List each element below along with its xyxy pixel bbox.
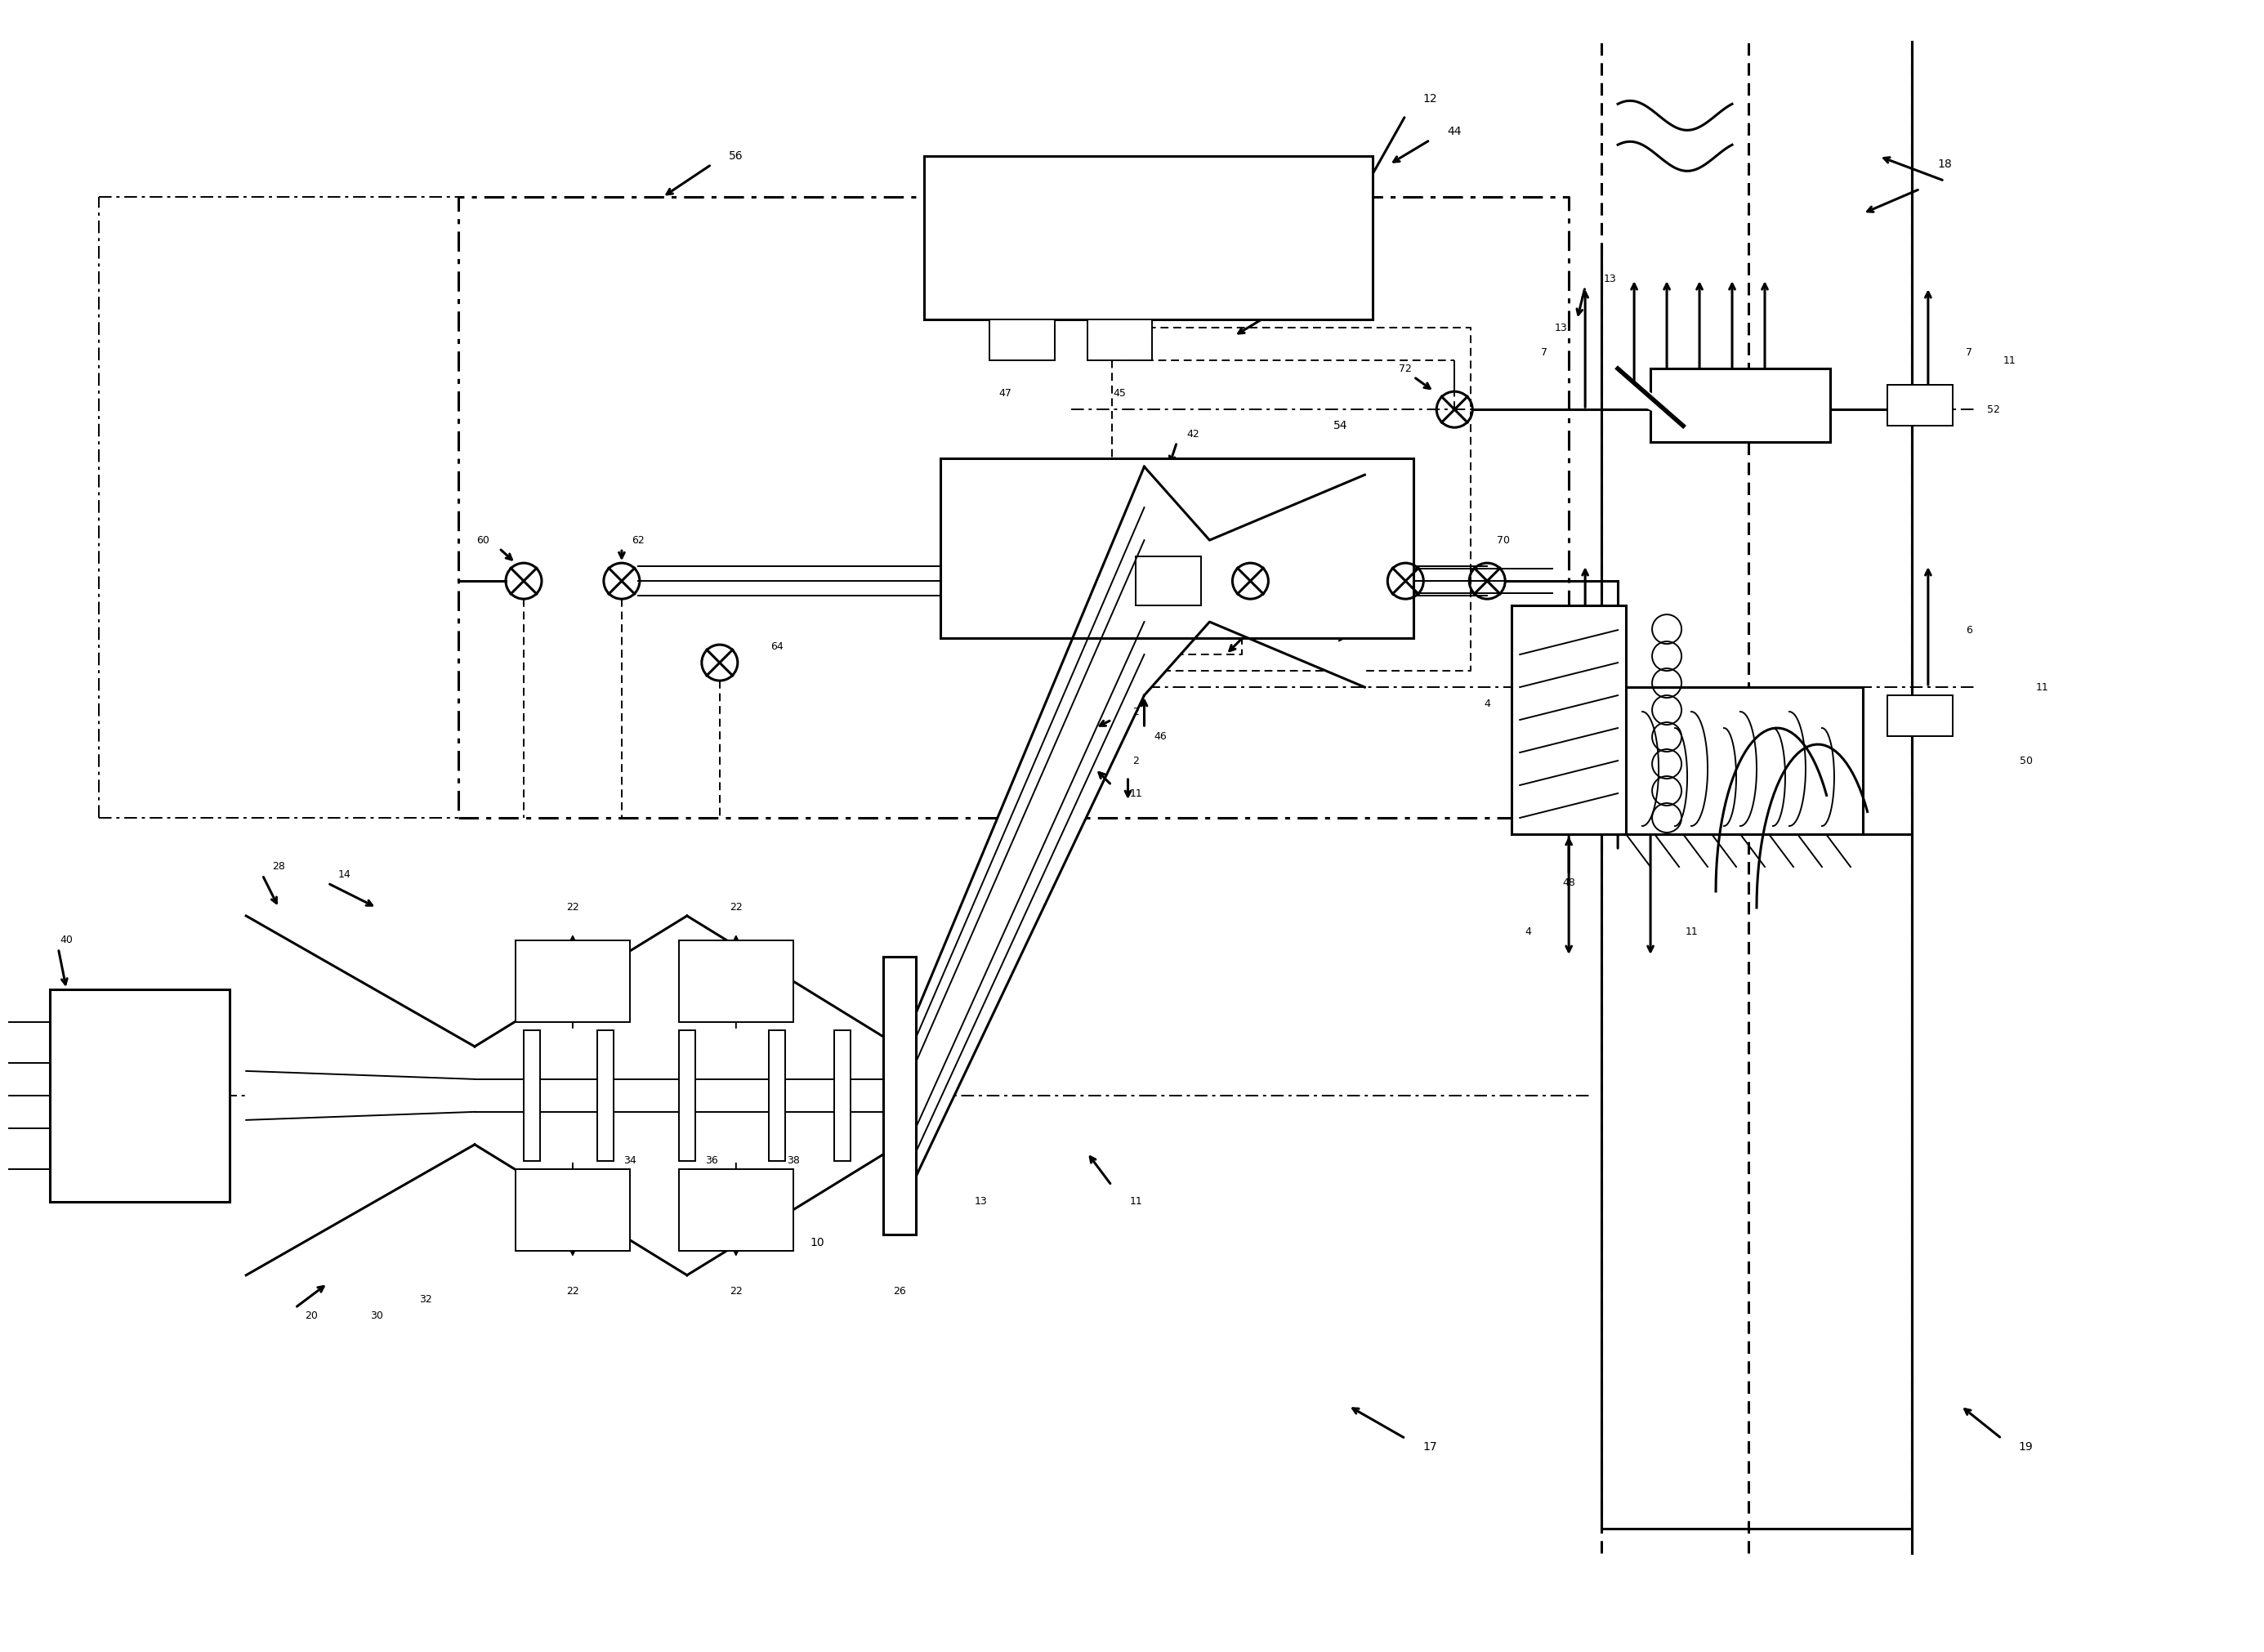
Text: 13: 13	[1553, 747, 1567, 758]
Text: 13: 13	[1553, 322, 1567, 334]
Text: 22: 22	[566, 1287, 580, 1297]
Text: 24: 24	[681, 960, 693, 970]
Bar	[598, 1031, 614, 1161]
Polygon shape	[1143, 466, 1365, 695]
Bar	[679, 1170, 792, 1251]
Bar	[989, 319, 1055, 360]
Text: 60: 60	[475, 535, 489, 545]
Text: 12: 12	[1422, 94, 1438, 104]
Text: 45: 45	[1114, 388, 1125, 398]
Text: 54: 54	[1333, 420, 1347, 431]
Text: AIR  SUPPLY: AIR SUPPLY	[1139, 570, 1216, 582]
Text: 11: 11	[2004, 355, 2017, 365]
Polygon shape	[1619, 377, 1666, 418]
Bar	[1512, 606, 1626, 834]
Text: 18: 18	[1938, 159, 1952, 170]
Text: 11: 11	[1130, 788, 1143, 798]
Text: COMPRESSED: COMPRESSED	[1134, 520, 1220, 532]
Text: 7: 7	[1542, 347, 1549, 357]
Bar	[883, 957, 915, 1234]
Text: 11: 11	[2035, 682, 2049, 692]
Bar	[1619, 687, 1863, 834]
Bar	[1087, 319, 1152, 360]
Polygon shape	[686, 915, 899, 1275]
Text: 52: 52	[1988, 405, 1999, 415]
Text: 26: 26	[892, 1287, 906, 1297]
Bar	[940, 459, 1413, 638]
Text: 68: 68	[1383, 616, 1395, 628]
Text: 19: 19	[2019, 1441, 2033, 1452]
Bar	[770, 1031, 786, 1161]
Text: 38: 38	[786, 1155, 799, 1166]
Text: 2: 2	[1150, 479, 1155, 487]
Text: 42: 42	[1186, 428, 1200, 439]
Bar	[679, 940, 792, 1023]
Polygon shape	[915, 466, 1143, 1178]
Text: 66: 66	[1261, 527, 1272, 537]
Text: 24: 24	[516, 960, 530, 970]
Text: 13: 13	[1261, 624, 1272, 636]
Text: 24: 24	[516, 1229, 530, 1239]
Text: 34: 34	[623, 1155, 636, 1166]
Text: 11: 11	[1684, 927, 1698, 937]
Text: 4: 4	[1664, 805, 1671, 814]
Text: 16: 16	[134, 1090, 147, 1102]
Bar	[679, 1031, 695, 1161]
Text: 13: 13	[1750, 722, 1764, 733]
Text: 6: 6	[1965, 624, 1972, 636]
Bar	[1888, 385, 1952, 426]
Text: 56: 56	[729, 150, 743, 162]
Text: 4: 4	[1630, 763, 1637, 775]
Text: 28: 28	[272, 862, 285, 872]
Text: 48: 48	[1562, 877, 1576, 889]
Text: 22: 22	[729, 1287, 743, 1297]
Text: 13: 13	[1603, 274, 1616, 284]
Text: 30: 30	[371, 1310, 383, 1322]
Text: 44: 44	[1447, 126, 1463, 137]
Text: 11: 11	[1130, 1196, 1143, 1208]
Text: 32: 32	[419, 1295, 432, 1305]
Text: 6: 6	[1542, 624, 1549, 636]
Text: 22: 22	[729, 902, 743, 914]
Text: 50: 50	[2019, 755, 2033, 767]
Bar	[1137, 557, 1202, 606]
Text: 40: 40	[59, 935, 72, 945]
Text: 14: 14	[337, 869, 351, 881]
Bar	[1650, 368, 1829, 443]
Text: 20: 20	[306, 1310, 317, 1322]
Text: 17: 17	[1422, 1441, 1438, 1452]
Bar	[516, 940, 629, 1023]
Text: 4: 4	[1483, 699, 1490, 709]
Text: 7: 7	[1965, 347, 1972, 357]
Text: 59: 59	[1146, 676, 1159, 682]
Text: 62: 62	[632, 535, 645, 545]
Text: 58: 58	[1284, 297, 1297, 309]
Bar	[516, 1170, 629, 1251]
Bar	[1888, 695, 1952, 737]
Text: 72: 72	[1399, 363, 1413, 373]
Bar	[924, 157, 1372, 319]
Text: 2: 2	[1132, 707, 1139, 717]
Text: 70: 70	[1497, 535, 1510, 545]
Text: 46: 46	[1155, 730, 1166, 742]
Text: 4: 4	[1524, 927, 1530, 937]
Text: 64: 64	[770, 641, 783, 651]
Polygon shape	[247, 915, 475, 1275]
Text: 36: 36	[704, 1155, 718, 1166]
Text: 24: 24	[681, 1229, 693, 1239]
Text: 10: 10	[811, 1237, 824, 1249]
Text: 22: 22	[566, 902, 580, 914]
Text: CONTROLLER: CONTROLLER	[1103, 231, 1195, 244]
Polygon shape	[475, 915, 686, 1275]
Text: 47: 47	[998, 388, 1012, 398]
Bar	[833, 1031, 851, 1161]
Bar	[523, 1031, 541, 1161]
Text: 2: 2	[1132, 755, 1139, 767]
Bar	[50, 990, 229, 1201]
Text: S: S	[1166, 577, 1173, 585]
Text: 13: 13	[974, 1196, 987, 1208]
